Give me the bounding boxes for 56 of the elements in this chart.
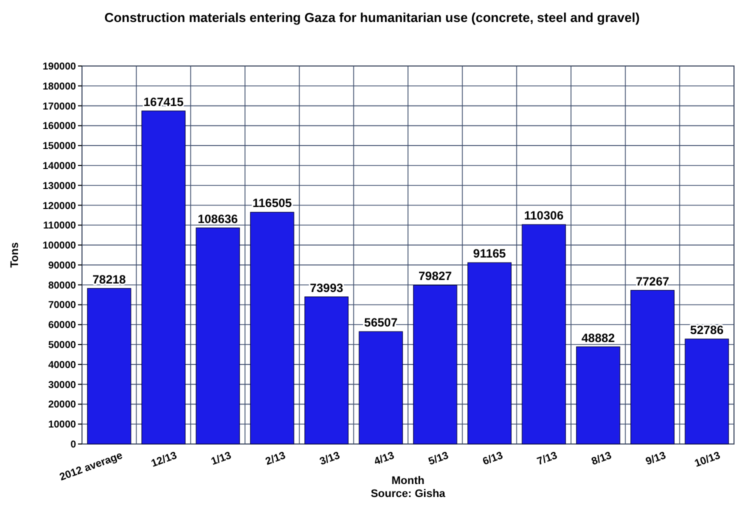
- y-axis-title: Tons: [9, 242, 21, 268]
- y-tick-label: 160000: [42, 121, 76, 132]
- data-label: 91165: [473, 246, 506, 261]
- x-tick-label: 2/13: [264, 449, 288, 468]
- bar: [250, 212, 294, 444]
- y-tick-label: 0: [70, 440, 76, 450]
- data-label: 110306: [524, 208, 564, 223]
- x-tick-label: 1/13: [210, 449, 234, 468]
- y-tick-label: 170000: [42, 101, 76, 112]
- x-tick-label: 7/13: [536, 449, 560, 468]
- y-tick-label: 50000: [48, 340, 76, 352]
- bar: [413, 284, 458, 444]
- data-label: 79827: [418, 269, 452, 284]
- x-tick-label: 6/13: [481, 449, 505, 468]
- y-tick-label: 100000: [42, 240, 76, 252]
- x-tick-label: 8/13: [590, 449, 614, 468]
- y-tick-label: 110000: [43, 220, 76, 232]
- bar: [522, 224, 566, 444]
- y-tick-label: 190000: [42, 62, 76, 72]
- bar: [304, 296, 349, 444]
- y-tick-label: 30000: [48, 380, 76, 391]
- bar: [467, 262, 512, 444]
- y-tick-label: 10000: [48, 420, 76, 431]
- y-tick-label: 120000: [42, 200, 76, 212]
- bar: [630, 290, 675, 444]
- x-tick-label: 3/13: [318, 449, 342, 468]
- x-axis-title: Month: [392, 475, 425, 487]
- y-tick-label: 130000: [42, 180, 76, 192]
- x-tick-label: 10/13: [693, 449, 722, 470]
- bar: [358, 331, 403, 444]
- y-tick-label: 20000: [48, 400, 76, 411]
- x-tick-label: 5/13: [426, 449, 450, 468]
- chart-title: Construction materials entering Gaza for humanitarian use (concrete, steel and gravel): [104, 10, 640, 25]
- data-label: 78218: [92, 272, 126, 286]
- data-label: 73993: [310, 280, 344, 295]
- y-tick-label: 80000: [48, 280, 76, 292]
- data-label: 52786: [690, 322, 724, 337]
- bar: [87, 288, 132, 444]
- x-tick-label: 12/13: [150, 449, 179, 470]
- y-tick-label: 40000: [48, 360, 76, 371]
- data-label: 167415: [143, 94, 184, 109]
- x-tick-label: 9/13: [644, 449, 668, 468]
- y-tick-label: 70000: [48, 300, 76, 312]
- bar: [196, 228, 240, 444]
- bar: [576, 346, 620, 444]
- source-note: Source: Gisha: [370, 488, 446, 500]
- y-tick-label: 180000: [42, 81, 76, 92]
- bar: [684, 338, 729, 444]
- y-tick-label: 60000: [48, 320, 76, 332]
- data-label: 108636: [198, 212, 238, 226]
- x-tick-label: 4/13: [372, 449, 396, 468]
- y-tick-label: 90000: [48, 260, 76, 272]
- y-tick-label: 140000: [42, 160, 76, 172]
- bar: [141, 110, 186, 444]
- data-label: 48882: [581, 330, 616, 345]
- y-tick-label: 150000: [42, 141, 76, 152]
